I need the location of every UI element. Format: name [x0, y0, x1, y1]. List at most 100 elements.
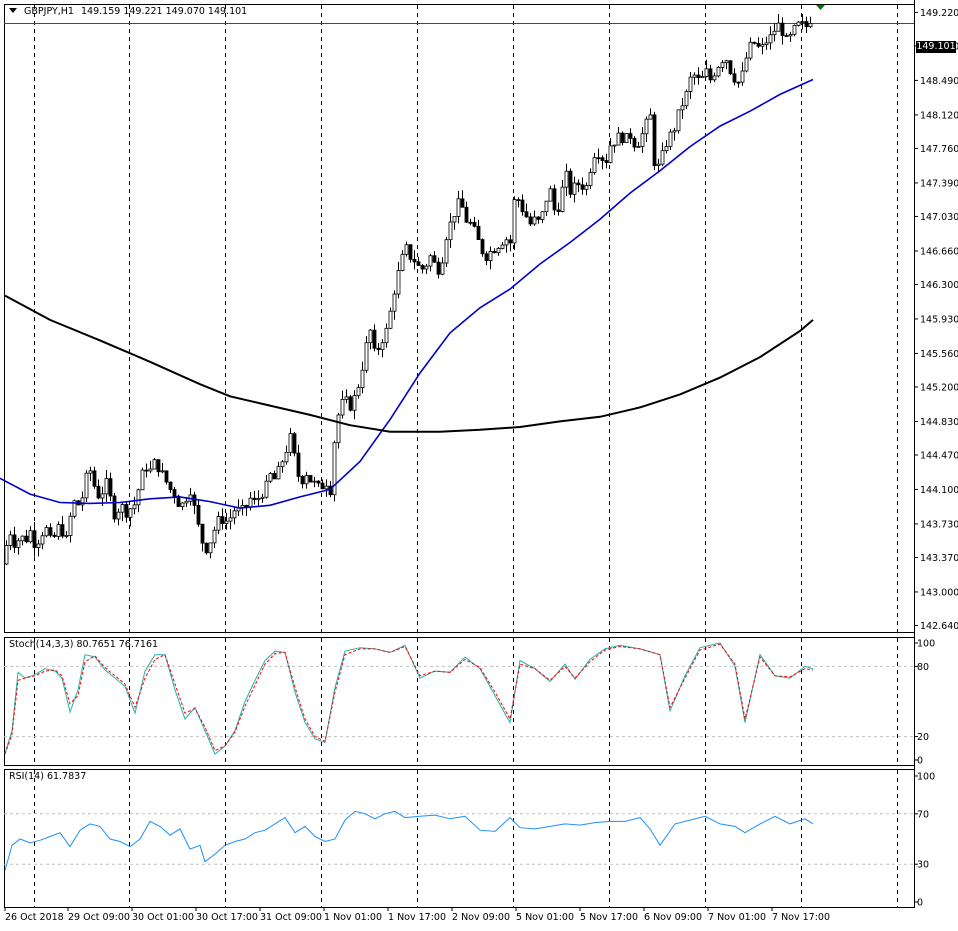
candle: [732, 73, 737, 83]
candle: [252, 497, 257, 501]
candle: [388, 310, 393, 329]
candle: [456, 198, 461, 217]
candle: [124, 504, 129, 518]
candle: [44, 527, 49, 537]
candle: [496, 247, 501, 254]
candle: [768, 34, 773, 44]
moving-average-slow: [4, 294, 814, 433]
y-tick-label: 145.560: [920, 349, 958, 360]
candle: [144, 469, 149, 472]
candle: [56, 524, 61, 537]
candle: [24, 535, 29, 543]
x-tick-label: 6 Nov 09:00: [644, 912, 702, 923]
candle: [676, 109, 681, 132]
candle: [112, 495, 117, 520]
candle: [572, 182, 577, 195]
candle: [36, 543, 41, 548]
candle: [232, 510, 237, 519]
triangle-down-icon[interactable]: [9, 8, 17, 13]
candle: [152, 459, 157, 470]
candle: [704, 68, 709, 77]
candle: [632, 138, 637, 148]
candle: [460, 198, 465, 208]
candle: [788, 33, 793, 37]
x-tick-label: 5 Nov 01:00: [516, 912, 574, 923]
candle: [688, 76, 693, 92]
candle: [424, 265, 429, 270]
candle: [8, 534, 13, 546]
symbol-label: GBPJPY,H1: [24, 6, 74, 17]
candle: [520, 199, 525, 213]
candle: [756, 42, 761, 47]
candle: [368, 329, 373, 344]
candle: [452, 216, 457, 223]
candle: [20, 535, 25, 542]
candle: [420, 265, 425, 270]
candle: [484, 253, 489, 261]
candle: [776, 22, 781, 32]
candle: [668, 131, 673, 147]
candle: [588, 172, 593, 187]
pane-frame-main: [4, 4, 915, 633]
candle: [204, 542, 209, 554]
candle: [680, 105, 685, 111]
candle: [312, 480, 317, 483]
y-tick-label: 143.730: [920, 519, 958, 530]
candle: [212, 529, 217, 544]
candle: [272, 473, 277, 480]
candle: [304, 475, 309, 485]
rsi-y-tick-label: 70: [917, 809, 929, 820]
candle: [748, 41, 753, 59]
candle: [28, 530, 33, 543]
candle: [512, 199, 517, 244]
pane-frame-stoch: [4, 637, 915, 766]
candle: [300, 475, 305, 485]
stochastic-signal-line: [4, 643, 814, 755]
pane-frame-rsi: [4, 769, 915, 908]
candle: [360, 369, 365, 388]
candle: [620, 132, 625, 144]
candle: [528, 216, 533, 225]
y-tick-label: 144.830: [920, 417, 958, 428]
candle: [348, 396, 353, 411]
candle: [4, 545, 9, 565]
y-tick-label: 149.220: [920, 8, 958, 19]
candle: [760, 44, 765, 47]
y-tick-label: 143.370: [920, 553, 958, 564]
candle: [296, 452, 301, 477]
candle: [552, 188, 557, 211]
candle: [72, 500, 77, 517]
candle: [264, 480, 269, 498]
y-tick-label: 144.470: [920, 450, 958, 461]
candle: [464, 206, 469, 223]
candle: [48, 527, 53, 536]
candle: [384, 327, 389, 344]
candle: [648, 114, 653, 120]
candle: [608, 145, 613, 163]
y-tick-label: 142.640: [920, 621, 958, 632]
candle: [720, 62, 725, 68]
candle: [500, 244, 505, 249]
candle: [88, 470, 93, 474]
candle: [100, 493, 105, 499]
candle: [192, 494, 197, 506]
candle: [600, 157, 605, 161]
candle: [268, 473, 273, 482]
candle: [428, 255, 433, 267]
candle: [472, 222, 477, 227]
candle: [60, 524, 65, 537]
candle: [260, 496, 265, 499]
candle: [104, 478, 109, 495]
x-tick-label: 7 Nov 17:00: [772, 912, 830, 923]
stochastic-main-line: [4, 642, 814, 755]
candle: [476, 225, 481, 240]
moving-average-fast: [0, 78, 814, 509]
candle: [432, 255, 437, 263]
y-tick-label: 146.300: [920, 280, 958, 291]
candle: [764, 42, 769, 45]
candle: [332, 442, 337, 496]
candle: [628, 133, 633, 139]
y-tick-label: 147.760: [920, 144, 958, 155]
